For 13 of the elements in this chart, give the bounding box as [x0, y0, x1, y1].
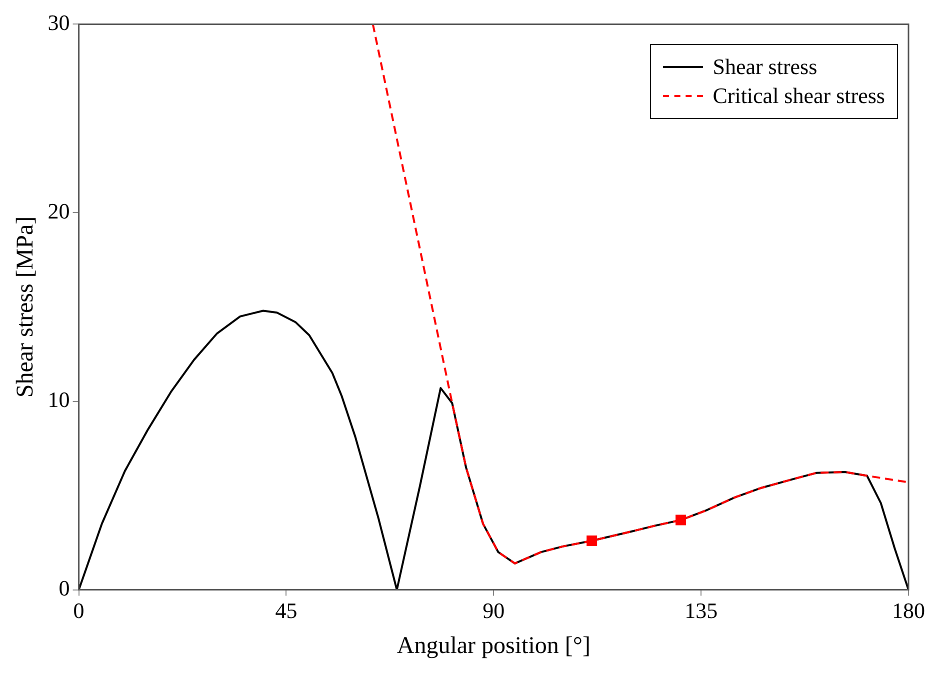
y-tick-label: 10: [48, 387, 70, 412]
x-tick-label: 180: [892, 598, 925, 623]
y-tick-label: 20: [48, 198, 70, 224]
x-tick-label: 135: [684, 598, 718, 623]
x-axis-title: Angular position [°]: [396, 632, 590, 659]
x-tick-label: 45: [275, 598, 298, 623]
y-tick-label: 0: [58, 576, 70, 601]
line-series: [372, 24, 908, 564]
legend-label: Critical shear stress: [712, 83, 885, 109]
y-axis-title: Shear stress [MPa]: [12, 216, 39, 398]
x-tick-label: 90: [482, 598, 505, 623]
legend-label: Shear stress: [712, 54, 818, 80]
y-tick-label: 30: [48, 10, 70, 35]
